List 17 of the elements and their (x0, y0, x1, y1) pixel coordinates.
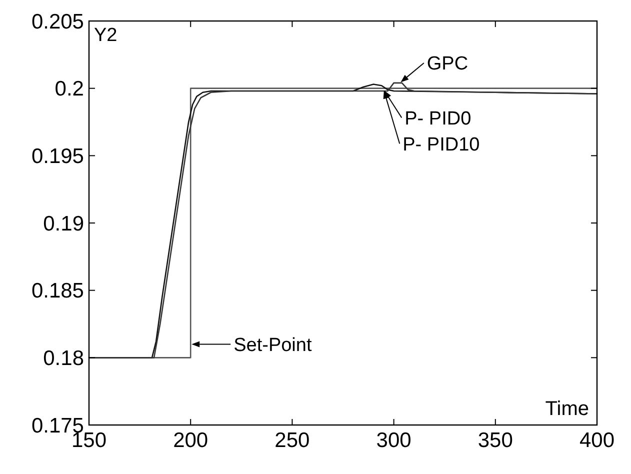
annotation: P- PID0 (404, 108, 472, 130)
y-tick-label: 0.195 (31, 145, 84, 168)
annotation: GPC (426, 54, 468, 75)
y-tick-label: 0.205 (31, 10, 84, 34)
y-tick-label: 0.18 (43, 347, 84, 370)
x-tick-label: 200 (173, 429, 208, 452)
y-tick-label: 0.2 (54, 78, 84, 101)
x-axis-title: Time (545, 398, 589, 420)
x-tick-label: 350 (478, 429, 513, 452)
x-tick-label: 300 (376, 429, 412, 452)
y-axis-title: Y2 (94, 25, 118, 46)
annotation: Set-Point (234, 334, 312, 356)
y-tick-label: 0.19 (43, 212, 84, 236)
annotation: P- PID10 (402, 134, 480, 156)
x-tick-label: 250 (274, 429, 310, 452)
y-tick-label: 0.185 (31, 280, 84, 303)
x-tick-label: 400 (579, 429, 615, 452)
